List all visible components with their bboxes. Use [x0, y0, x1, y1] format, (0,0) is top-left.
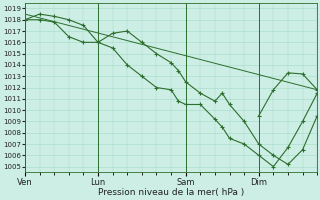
X-axis label: Pression niveau de la mer( hPa ): Pression niveau de la mer( hPa ) — [98, 188, 244, 197]
